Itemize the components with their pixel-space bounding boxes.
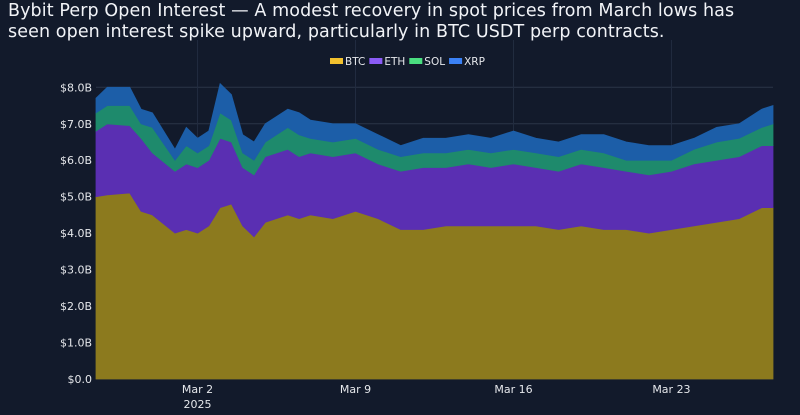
legend-swatch-sol: [409, 58, 423, 64]
legend-swatch-eth: [369, 58, 383, 64]
legend-label-sol: SOL: [424, 56, 445, 68]
y-tick-label: $7.0B: [60, 118, 92, 131]
legend-label-eth: ETH: [384, 56, 405, 68]
x-year-label: 2025: [184, 398, 212, 411]
x-tick-label: Mar 9: [340, 383, 371, 396]
y-axis: $0.0 $1.0B $2.0B $3.0B $4.0B $5.0B $6.0B $7.0B $…: [60, 81, 92, 386]
area-xrp: [95, 82, 774, 161]
y-tick-label: $8.0B: [60, 81, 92, 94]
legend: BTC ETH SOL XRP: [330, 56, 485, 68]
x-tick-label: Mar 16: [494, 383, 532, 396]
y-tick-label: $6.0B: [60, 154, 92, 167]
legend-swatch-btc: [330, 58, 343, 64]
x-tick-label: Mar 2: [182, 383, 213, 396]
y-tick-label: $5.0B: [60, 191, 92, 204]
title-line-1: Bybit Perp Open Interest — A modest reco…: [8, 1, 735, 21]
x-tick-label: Mar 23: [652, 383, 690, 396]
chart-title: Bybit Perp Open Interest — A modest reco…: [8, 1, 734, 43]
y-tick-label: $2.0B: [60, 300, 92, 313]
y-tick-label: $1.0B: [60, 337, 92, 350]
y-tick-label: $0.0: [68, 373, 93, 386]
areas: [95, 82, 774, 380]
y-tick-label: $4.0B: [60, 227, 92, 240]
x-axis: Mar 2 Mar 9 Mar 16 Mar 23 2025: [182, 383, 691, 411]
legend-swatch-xrp: [449, 58, 463, 64]
legend-label-xrp: XRP: [464, 56, 485, 68]
y-tick-label: $3.0B: [60, 264, 92, 277]
title-line-2: seen open interest spike upward, particu…: [8, 22, 665, 42]
legend-label-btc: BTC: [345, 56, 365, 68]
